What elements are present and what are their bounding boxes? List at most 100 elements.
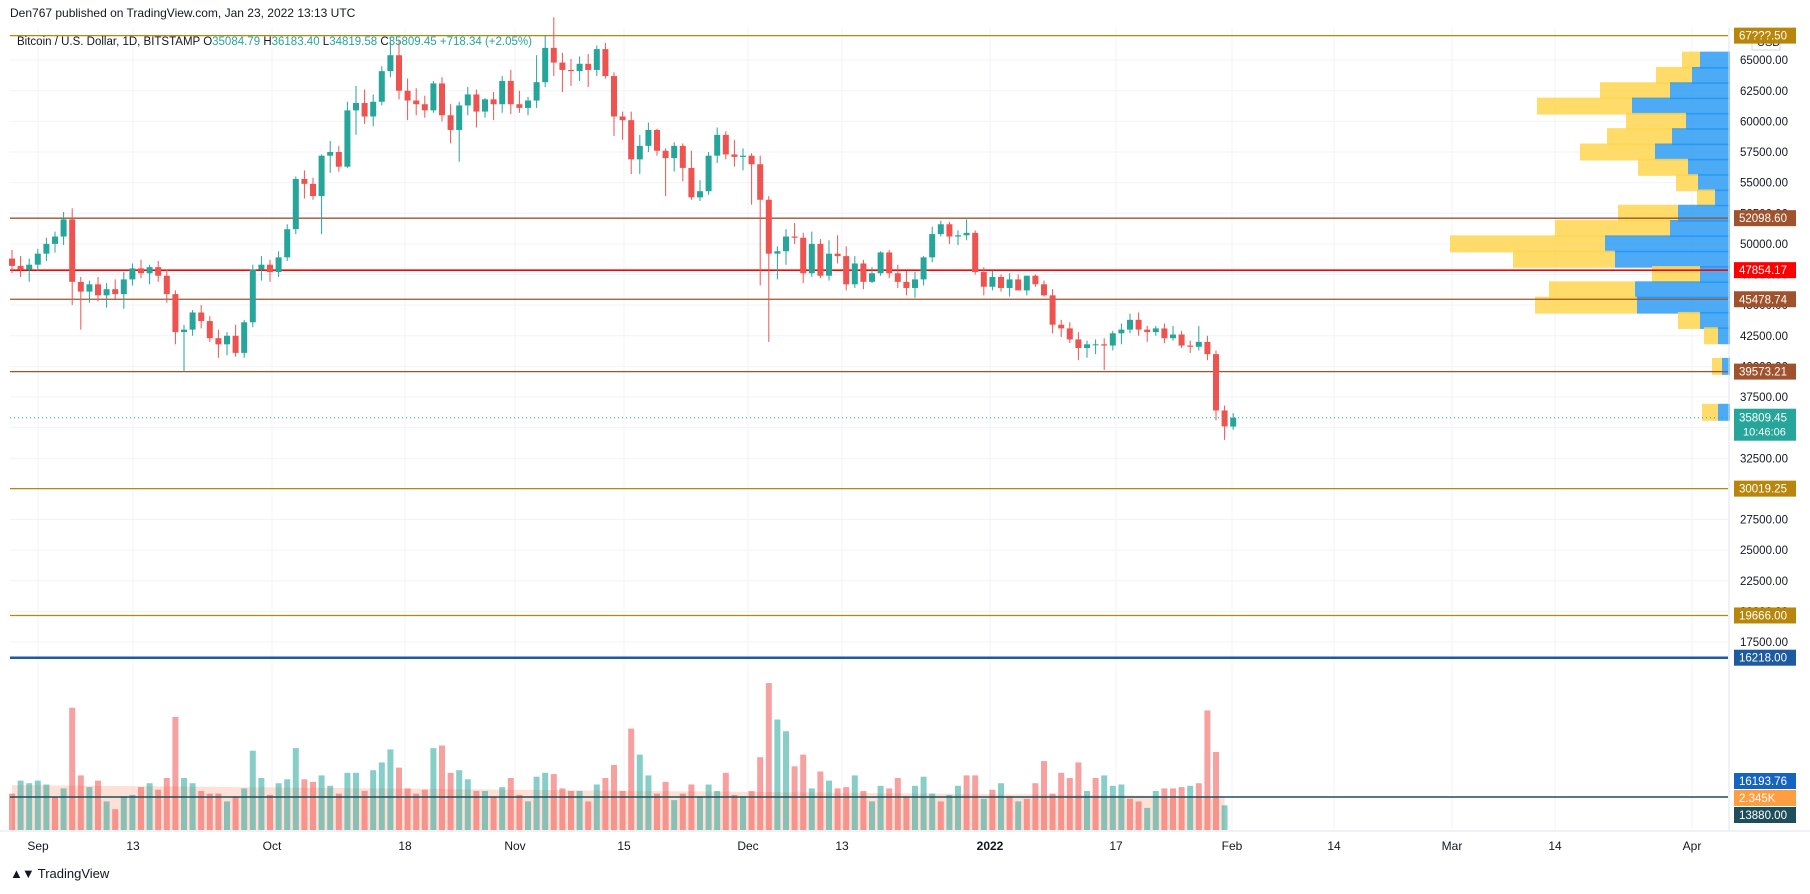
- volume-profile-buy-bar: [1718, 327, 1730, 345]
- volume-profile-buy-bar: [1718, 403, 1730, 421]
- candle-body: [198, 312, 205, 322]
- candle-body: [611, 76, 617, 117]
- volume-bar: [920, 776, 927, 830]
- y-tick-label: 17500.00: [1740, 637, 1788, 649]
- volume-profile-sell-bar: [1697, 189, 1715, 207]
- volume-bar: [1178, 787, 1185, 830]
- volume-profile-sell-bar: [1537, 97, 1632, 115]
- volume-bar: [525, 801, 531, 830]
- candle-body: [662, 150, 669, 159]
- candle-body: [912, 279, 918, 288]
- volume-bar: [473, 791, 480, 830]
- volume-bar: [447, 772, 454, 830]
- volume-bar: [817, 771, 824, 830]
- volume-bar: [499, 787, 506, 830]
- candle-body: [1178, 334, 1185, 346]
- volume-bar: [946, 794, 953, 830]
- volume-bar: [903, 796, 910, 830]
- x-tick-label: Dec: [737, 839, 758, 853]
- volume-bar: [628, 728, 635, 830]
- volume-profile-buy-bar: [1698, 174, 1730, 192]
- candle-body: [542, 47, 549, 83]
- volume-bar: [103, 801, 110, 830]
- volume-profile-buy-bar: [1722, 357, 1730, 375]
- volume-bar: [937, 801, 944, 830]
- candle-body: [533, 82, 540, 101]
- level-price-label-bg: [1734, 480, 1796, 497]
- volume-bar: [413, 793, 420, 830]
- candle-body: [877, 252, 884, 274]
- candle-body: [490, 99, 497, 105]
- current-price-label: 35809.45: [1739, 413, 1787, 425]
- volume-label: 16193.76: [1739, 776, 1787, 788]
- volume-bar: [69, 707, 76, 830]
- candle-body: [1066, 328, 1073, 340]
- x-tick-label: Feb: [1222, 839, 1243, 853]
- candle-body: [748, 155, 755, 165]
- volume-bar: [1092, 778, 1099, 830]
- volume-bar: [327, 785, 334, 830]
- volume-bar: [1118, 784, 1125, 830]
- candle-body: [1152, 328, 1159, 333]
- candle-body: [163, 275, 170, 295]
- x-tick-label: Sep: [27, 839, 49, 853]
- volume-bar: [120, 796, 127, 830]
- volume-bar: [722, 772, 729, 830]
- candle-body: [1195, 341, 1202, 347]
- candle-body: [1101, 344, 1108, 346]
- level-price-label: 67???.50: [1739, 31, 1787, 43]
- volume-profile-sell-bar: [1513, 250, 1615, 268]
- candle-body: [765, 199, 772, 254]
- volume-bar: [181, 778, 187, 830]
- volume-bar: [34, 780, 41, 830]
- volume-bar: [576, 791, 583, 830]
- volume-bar: [636, 754, 643, 830]
- volume-bar: [198, 791, 205, 830]
- candle-body: [1187, 345, 1194, 347]
- x-tick-label: 13: [126, 839, 140, 853]
- volume-bar: [215, 793, 222, 830]
- volume-bar: [843, 787, 850, 830]
- volume-profile-buy-bar: [1637, 296, 1730, 314]
- candle-body: [189, 312, 196, 330]
- volume-bar: [456, 770, 463, 830]
- level-price-label: 47854.17: [1739, 265, 1787, 277]
- volume-bar: [774, 719, 781, 830]
- volume-bar: [60, 788, 67, 830]
- level-price-label: 19666.00: [1739, 610, 1787, 622]
- volume-bar: [1015, 801, 1022, 830]
- volume-bar: [860, 791, 867, 830]
- candle-body: [886, 252, 893, 274]
- footer-brand[interactable]: ▲▼ TradingView: [10, 866, 109, 881]
- candle-body: [241, 322, 248, 353]
- volume-bar: [1204, 710, 1211, 830]
- level-price-label-bg: [1734, 291, 1796, 308]
- volume-profile-sell-bar: [1580, 143, 1655, 161]
- candle-body: [310, 183, 316, 197]
- volume-bar: [490, 797, 497, 830]
- volume-bar: [894, 778, 901, 830]
- candle-body: [447, 115, 454, 130]
- ohlc-legend: Bitcoin / U.S. Dollar, 1D, BITSTAMP O350…: [17, 36, 532, 48]
- candle-body: [120, 279, 127, 295]
- volume-bar: [645, 775, 652, 830]
- level-price-label: 39573.21: [1739, 367, 1787, 379]
- candle-body: [421, 104, 428, 111]
- volume-profile-buy-bar: [1615, 250, 1730, 268]
- candle-body: [1023, 275, 1030, 291]
- volume-label-bg: [1734, 773, 1796, 789]
- volume-bar: [955, 785, 961, 830]
- volume-bar: [310, 781, 316, 830]
- candle-body: [430, 83, 437, 111]
- candle-body: [697, 191, 703, 198]
- volume-bar: [731, 794, 738, 830]
- y-tick-label: 57500.00: [1740, 147, 1788, 159]
- candle-body: [1135, 319, 1142, 330]
- volume-bar: [765, 683, 772, 830]
- publisher-line: Den767 published on TradingView.com, Jan…: [10, 6, 356, 20]
- volume-profile-sell-bar: [1638, 158, 1688, 176]
- volume-bar: [886, 788, 893, 830]
- candle-body: [972, 232, 979, 273]
- volume-bar: [654, 793, 660, 830]
